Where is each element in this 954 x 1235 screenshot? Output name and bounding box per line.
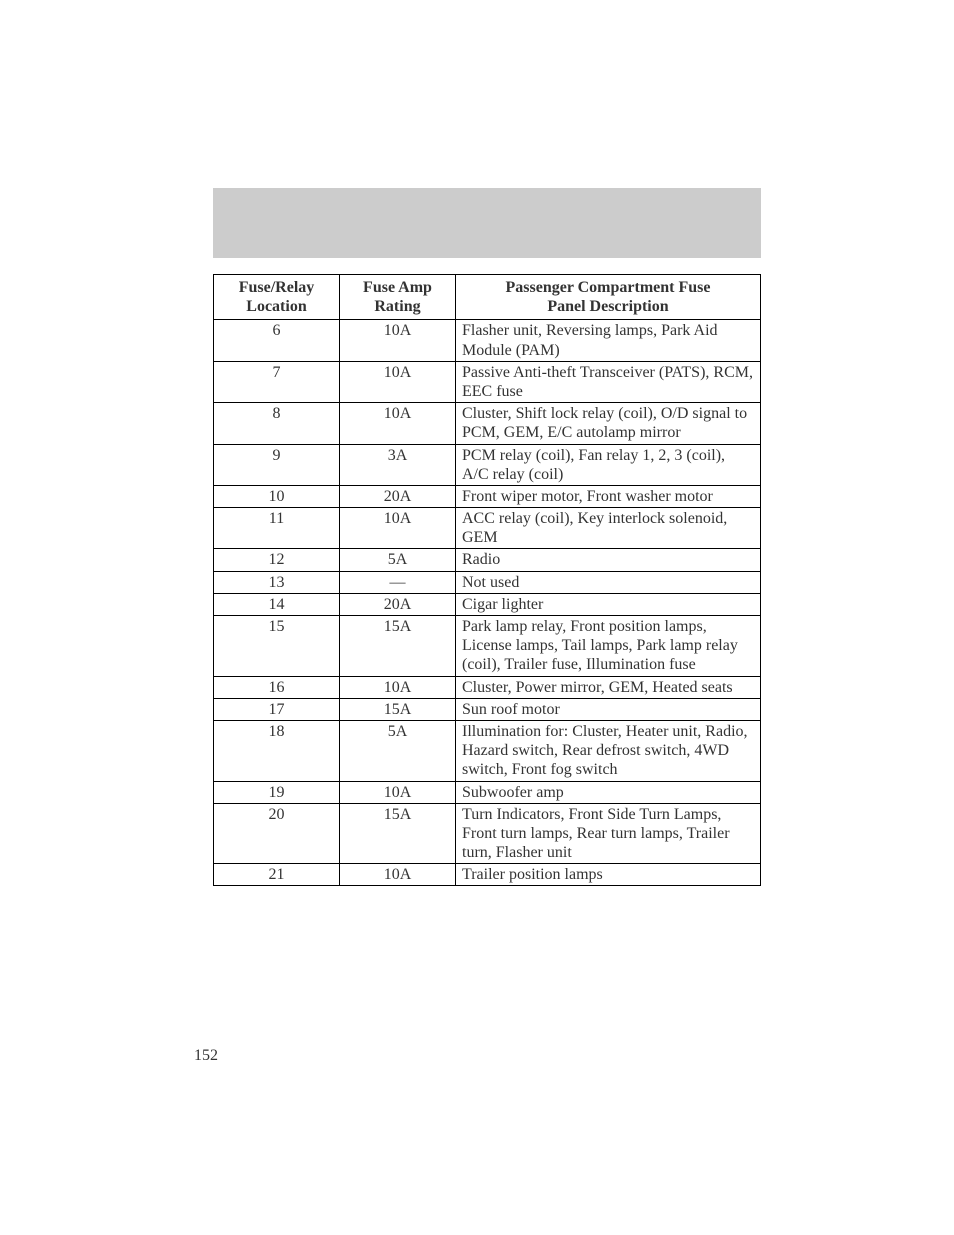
cell-description: Subwoofer amp [456, 781, 761, 803]
cell-location: 7 [214, 361, 340, 402]
cell-location: 15 [214, 616, 340, 677]
column-header-description: Passenger Compartment Fuse Panel Descrip… [456, 275, 761, 320]
cell-description: Park lamp relay, Front position lamps, L… [456, 616, 761, 677]
cell-location: 14 [214, 593, 340, 615]
table-row: 1715ASun roof motor [214, 698, 761, 720]
cell-description: Flasher unit, Reversing lamps, Park Aid … [456, 320, 761, 361]
cell-location: 6 [214, 320, 340, 361]
cell-location: 16 [214, 676, 340, 698]
table-row: 810ACluster, Shift lock relay (coil), O/… [214, 403, 761, 444]
cell-amp: 10A [340, 320, 456, 361]
cell-location: 19 [214, 781, 340, 803]
cell-location: 12 [214, 549, 340, 571]
cell-location: 17 [214, 698, 340, 720]
table-row: 1110AACC relay (coil), Key interlock sol… [214, 508, 761, 549]
cell-description: Cluster, Power mirror, GEM, Heated seats [456, 676, 761, 698]
table-row: 610AFlasher unit, Reversing lamps, Park … [214, 320, 761, 361]
table-row: 93APCM relay (coil), Fan relay 1, 2, 3 (… [214, 444, 761, 485]
cell-amp: 20A [340, 593, 456, 615]
table-row: 1020AFront wiper motor, Front washer mot… [214, 485, 761, 507]
cell-location: 13 [214, 571, 340, 593]
table-row: 13—Not used [214, 571, 761, 593]
cell-description: Passive Anti-theft Transceiver (PATS), R… [456, 361, 761, 402]
table-row: 1610ACluster, Power mirror, GEM, Heated … [214, 676, 761, 698]
column-header-amp: Fuse Amp Rating [340, 275, 456, 320]
page-container: Fuse/Relay Location Fuse Amp Rating Pass… [0, 0, 954, 886]
table-row: 1910ASubwoofer amp [214, 781, 761, 803]
cell-amp: 15A [340, 698, 456, 720]
table-row: 185AIllumination for: Cluster, Heater un… [214, 720, 761, 781]
cell-amp: 5A [340, 549, 456, 571]
page-number: 152 [194, 1047, 218, 1065]
cell-location: 11 [214, 508, 340, 549]
cell-amp: 10A [340, 676, 456, 698]
cell-amp: — [340, 571, 456, 593]
column-header-amp-line2: Rating [374, 298, 420, 315]
table-header: Fuse/Relay Location Fuse Amp Rating Pass… [214, 275, 761, 320]
table-row: 125ARadio [214, 549, 761, 571]
column-header-description-line2: Panel Description [547, 298, 668, 315]
cell-description: Radio [456, 549, 761, 571]
table-header-row: Fuse/Relay Location Fuse Amp Rating Pass… [214, 275, 761, 320]
cell-description: ACC relay (coil), Key interlock solenoid… [456, 508, 761, 549]
table-row: 2110ATrailer position lamps [214, 864, 761, 886]
cell-description: Trailer position lamps [456, 864, 761, 886]
cell-amp: 10A [340, 508, 456, 549]
cell-description: Not used [456, 571, 761, 593]
table-row: 1515APark lamp relay, Front position lam… [214, 616, 761, 677]
cell-amp: 10A [340, 361, 456, 402]
cell-location: 10 [214, 485, 340, 507]
cell-amp: 10A [340, 403, 456, 444]
cell-description: Sun roof motor [456, 698, 761, 720]
cell-description: Illumination for: Cluster, Heater unit, … [456, 720, 761, 781]
cell-location: 18 [214, 720, 340, 781]
fuse-table: Fuse/Relay Location Fuse Amp Rating Pass… [213, 274, 761, 886]
cell-location: 9 [214, 444, 340, 485]
cell-description: Front wiper motor, Front washer motor [456, 485, 761, 507]
cell-location: 8 [214, 403, 340, 444]
column-header-amp-line1: Fuse Amp [363, 279, 432, 296]
cell-amp: 3A [340, 444, 456, 485]
cell-location: 20 [214, 803, 340, 864]
cell-description: Cigar lighter [456, 593, 761, 615]
cell-description: Turn Indicators, Front Side Turn Lamps, … [456, 803, 761, 864]
cell-amp: 15A [340, 803, 456, 864]
column-header-location-line1: Fuse/Relay [239, 279, 315, 296]
cell-location: 21 [214, 864, 340, 886]
table-row: 1420ACigar lighter [214, 593, 761, 615]
column-header-location-line2: Location [246, 298, 306, 315]
cell-description: Cluster, Shift lock relay (coil), O/D si… [456, 403, 761, 444]
section-header-bar [213, 188, 761, 258]
column-header-location: Fuse/Relay Location [214, 275, 340, 320]
column-header-description-line1: Passenger Compartment Fuse [505, 279, 710, 296]
cell-amp: 10A [340, 864, 456, 886]
cell-amp: 15A [340, 616, 456, 677]
cell-amp: 5A [340, 720, 456, 781]
table-row: 710APassive Anti-theft Transceiver (PATS… [214, 361, 761, 402]
cell-description: PCM relay (coil), Fan relay 1, 2, 3 (coi… [456, 444, 761, 485]
cell-amp: 10A [340, 781, 456, 803]
table-row: 2015ATurn Indicators, Front Side Turn La… [214, 803, 761, 864]
table-body: 610AFlasher unit, Reversing lamps, Park … [214, 320, 761, 886]
cell-amp: 20A [340, 485, 456, 507]
